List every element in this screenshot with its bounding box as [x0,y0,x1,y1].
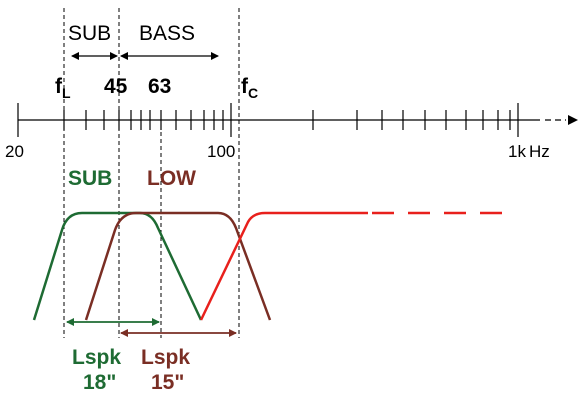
axis-arrowhead [568,115,578,125]
axis-ticks [17,103,519,137]
fl-label-sub: L [62,85,71,101]
lspk18-label-line2: 18" [83,371,116,394]
sub-band-label: SUB [68,22,111,45]
sub-response-curve [32,211,203,321]
lspk18-label-line1: Lspk [72,346,121,369]
freq-63-label: 63 [148,75,171,98]
fl-label-main: f [55,75,63,98]
freq-45-label: 45 [104,75,128,98]
low-curve-label: LOW [147,167,196,190]
tick-label-1k: 1k [508,142,526,161]
fl-label: fL [55,75,71,101]
lspk15-label-line1: Lspk [141,346,190,369]
fc-label-sub: C [248,85,258,101]
fc-label-main: f [241,75,249,98]
low-response-curve [84,211,272,321]
bass-band-label: BASS [139,22,195,45]
fc-label: fC [241,75,258,101]
tick-label-100: 100 [207,142,235,161]
guide-lines [63,8,240,338]
high-response-curve [199,211,368,321]
axis-unit-label: Hz [529,142,550,161]
tick-label-20: 20 [5,142,24,161]
sub-curve-label: SUB [68,167,112,190]
lspk15-label-line2: 15" [151,371,184,394]
